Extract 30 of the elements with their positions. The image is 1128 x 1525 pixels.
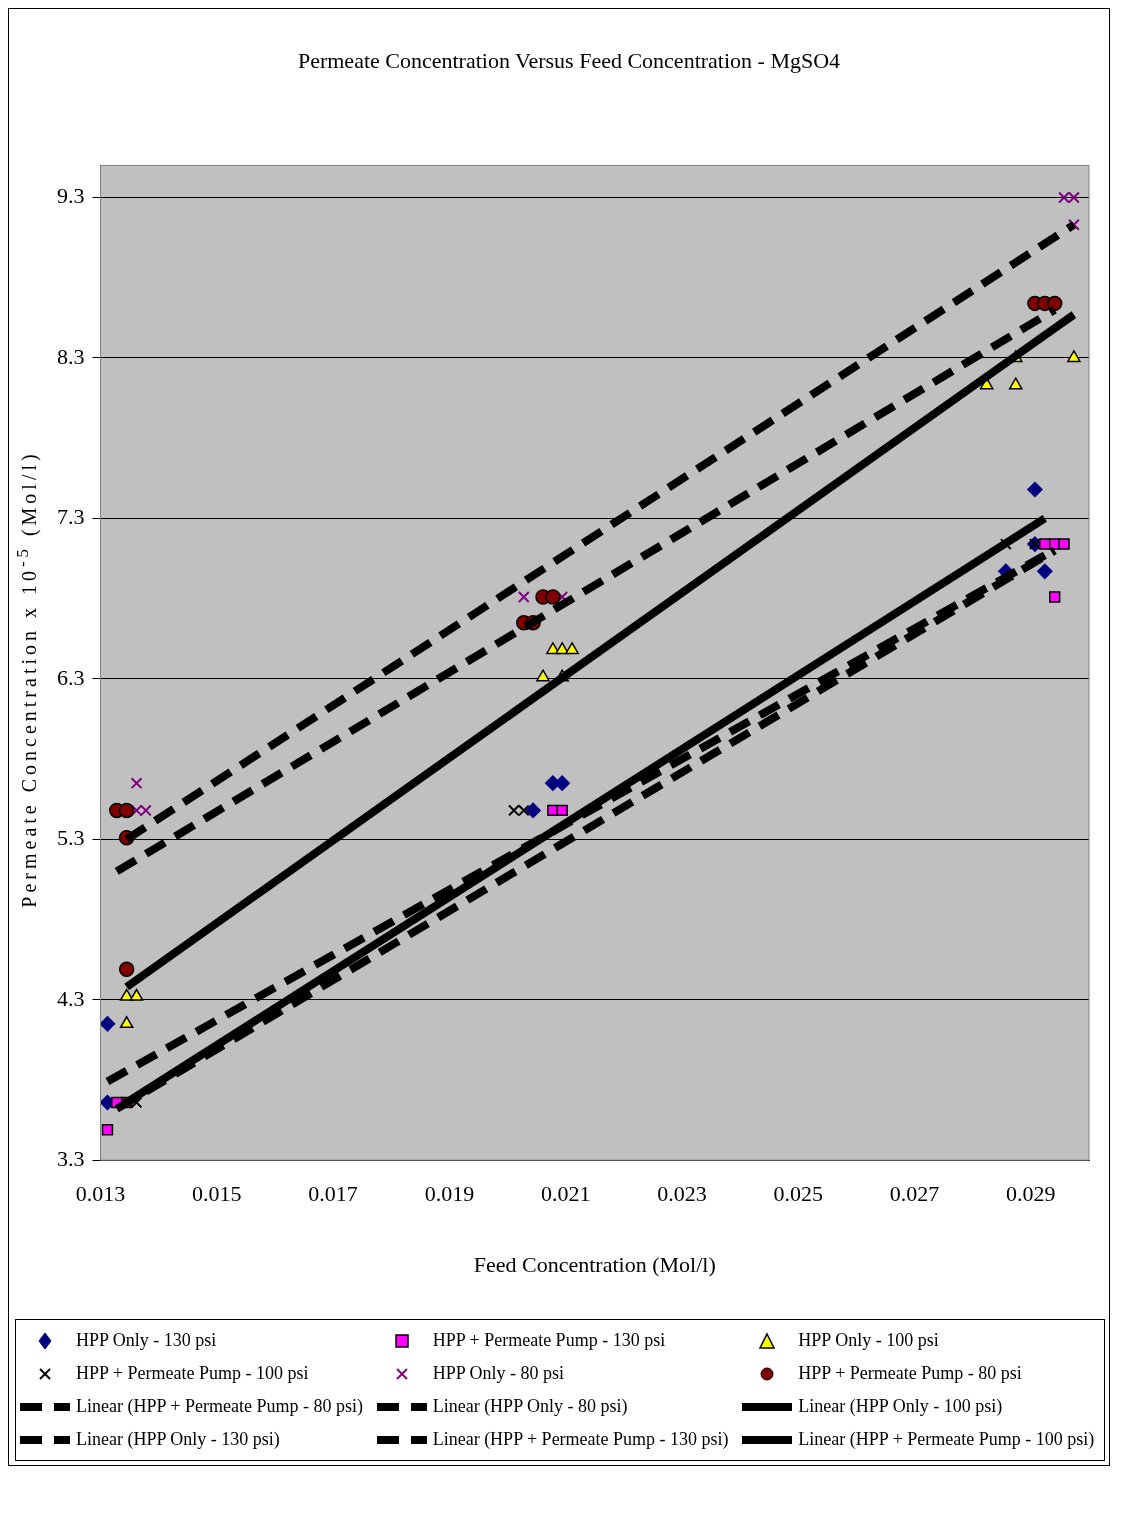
x-tick-label: 0.029 [1006,1181,1056,1207]
x-tick-label: 0.017 [308,1181,358,1207]
legend-label: Linear (HPP Only - 80 psi) [432,1396,628,1417]
legend-label: Linear (HPP + Permeate Pump - 100 psi) [798,1429,1095,1450]
x-tick-label: 0.023 [657,1181,707,1207]
x-tick-label: 0.027 [889,1181,940,1207]
x-tick-label: 0.013 [75,1181,126,1207]
y-tick-label: 5.3 [57,825,85,851]
y-tick-label: 3.3 [57,1145,85,1171]
y-tick-label: 4.3 [57,985,85,1011]
x-tick-label: 0.019 [424,1181,475,1207]
legend-label: Linear (HPP + Permeate Pump - 80 psi) [76,1396,363,1417]
legend-label: Linear (HPP Only - 130 psi) [76,1429,280,1450]
legend-label: HPP + Permeate Pump - 100 psi [76,1363,309,1384]
chart-title: Permeate Concentration Versus Feed Concentration - MgSO4 [297,47,841,73]
x-tick-label: 0.021 [540,1181,591,1207]
legend-label: HPP Only - 80 psi [432,1363,565,1384]
legend-label: Linear (HPP + Permeate Pump - 130 psi) [432,1429,729,1450]
y-tick-label: 6.3 [57,664,85,690]
legend-label: HPP Only - 100 psi [798,1330,939,1351]
legend-label: Linear (HPP Only - 100 psi) [798,1396,1003,1417]
y-tick-label: 9.3 [57,183,85,209]
legend-label: HPP + Permeate Pump - 80 psi [798,1363,1022,1384]
x-axis-title: Feed Concentration (Mol/l) [473,1251,716,1277]
y-tick-label: 7.3 [57,504,85,530]
y-tick-label: 8.3 [57,343,85,369]
x-tick-label: 0.025 [773,1181,824,1207]
legend-label: HPP Only - 130 psi [76,1330,217,1351]
x-tick-label: 0.015 [192,1181,242,1207]
legend-label: HPP + Permeate Pump - 130 psi [432,1330,666,1351]
